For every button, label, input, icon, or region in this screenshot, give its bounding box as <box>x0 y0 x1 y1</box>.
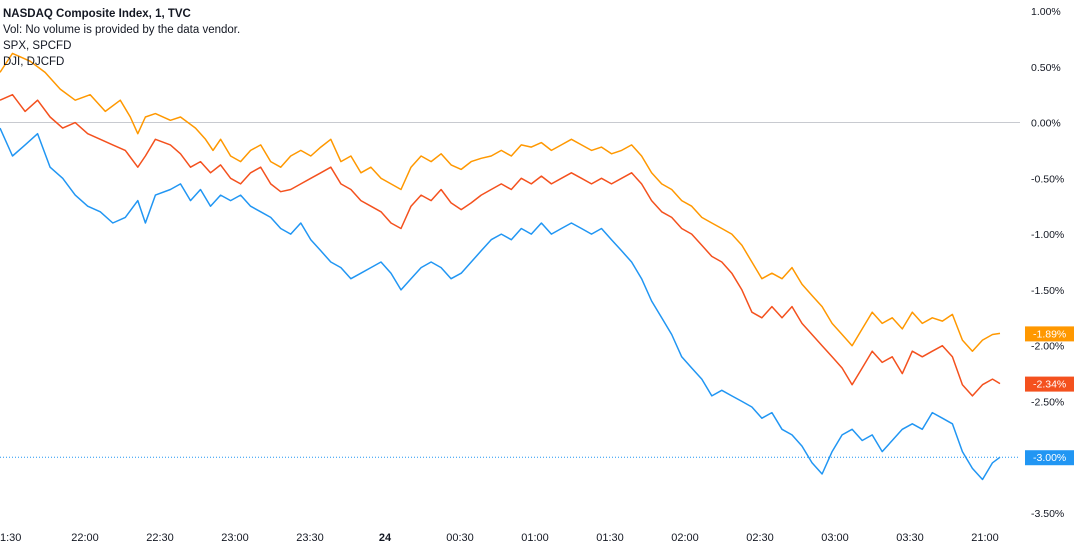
x-tick-label: 22:30 <box>146 532 174 544</box>
legend-title[interactable]: NASDAQ Composite Index, 1, TVC <box>3 8 191 20</box>
x-tick-label: 24 <box>379 532 392 544</box>
y-tick-label: 0.50% <box>1031 62 1061 74</box>
last-value-badge-text: -2.34% <box>1033 379 1066 391</box>
x-axis: 1:30 22:00 22:30 23:00 23:30 24 00:30 01:00 01:3… <box>0 532 999 544</box>
legend-series-dji[interactable]: DJI, DJCFD <box>3 56 65 68</box>
last-value-badge-2 <box>1025 450 1074 466</box>
y-tick-label: -1.50% <box>1031 285 1064 297</box>
x-tick-label: 02:30 <box>746 532 774 544</box>
y-tick-label: -1.00% <box>1031 229 1064 241</box>
last-value-badge-text: -3.00% <box>1033 452 1066 464</box>
series-line-0[interactable] <box>0 52 1001 352</box>
x-tick-label: 00:30 <box>446 532 474 544</box>
x-tick-label: 23:00 <box>221 532 249 544</box>
x-tick-label: 22:00 <box>71 532 99 544</box>
last-value-badge-0 <box>1025 326 1074 342</box>
last-value-badge-1 <box>1025 376 1074 392</box>
y-tick-label: -3.50% <box>1031 508 1064 520</box>
x-tick-label: 03:30 <box>896 532 924 544</box>
x-tick-label: 03:00 <box>821 532 849 544</box>
x-tick-label: 01:00 <box>521 532 549 544</box>
y-tick-label: 1.00% <box>1031 6 1061 18</box>
legend-volume-note: Vol: No volume is provided by the data v… <box>3 24 241 36</box>
x-tick-label: 23:30 <box>296 532 324 544</box>
legend-series-spx[interactable]: SPX, SPCFD <box>3 40 72 52</box>
y-tick-label: -2.00% <box>1031 341 1064 353</box>
x-tick-label: 1:30 <box>0 532 21 544</box>
series-line-2[interactable] <box>0 127 1001 481</box>
y-tick-label: 0.00% <box>1031 118 1061 130</box>
x-tick-label: 01:30 <box>596 532 624 544</box>
series-line-1[interactable] <box>0 93 1001 397</box>
x-tick-label: 21:00 <box>971 532 999 544</box>
last-value-badge-text: -1.89% <box>1033 328 1066 340</box>
chart-legend: NASDAQ Composite Index, 1, TVC Vol: No v… <box>3 6 240 70</box>
series-group <box>0 52 1020 481</box>
y-tick-label: -0.50% <box>1031 173 1064 185</box>
y-axis: 1.00%0.50%0.00%-0.50%-1.00%-1.50%-2.00%-… <box>1031 6 1064 520</box>
x-tick-label: 02:00 <box>671 532 699 544</box>
price-badges: -1.89% -2.34% -3.00% <box>1025 326 1074 466</box>
y-tick-label: -2.50% <box>1031 396 1064 408</box>
